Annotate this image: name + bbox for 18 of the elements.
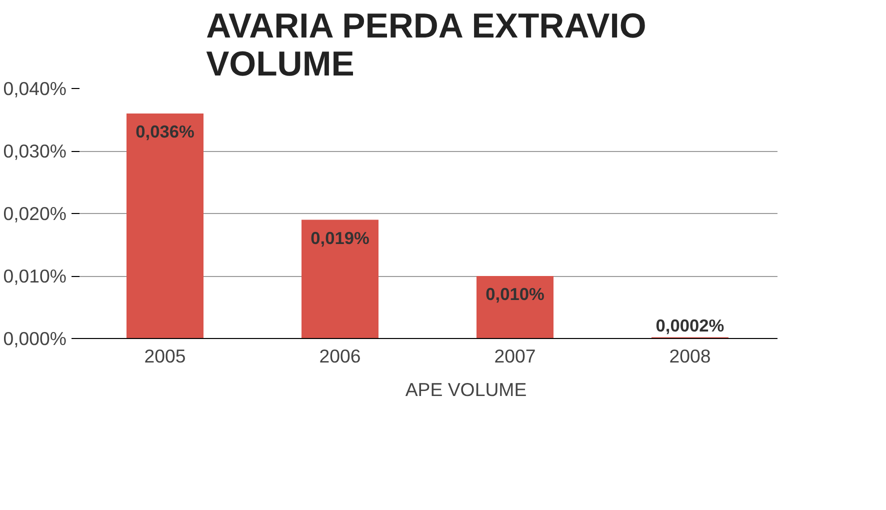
text: APE VOLUME <box>405 379 527 401</box>
x-tick-label: 2008 <box>669 346 711 366</box>
y-tick-label: 0,030% <box>3 140 67 162</box>
data-label: 0,036% <box>136 122 194 142</box>
bar <box>476 276 554 338</box>
bar <box>302 220 378 338</box>
x-tick-label: 2005 <box>144 346 186 366</box>
y-tick-label: 0,010% <box>3 266 67 286</box>
bar <box>126 114 204 338</box>
y-tick-label: 0,020% <box>3 203 67 224</box>
y-tick-label: 0,000% <box>3 328 67 349</box>
data-label: 0,0002% <box>656 315 724 336</box>
data-label: 0,010% <box>486 284 544 304</box>
y-tick-label: 0,040% <box>3 78 67 99</box>
x-tick-label: 2007 <box>494 346 536 366</box>
x-tick-label: 2006 <box>319 346 361 366</box>
data-label: 0,019% <box>310 228 370 248</box>
chart-title: AVARIA PERDA EXTRAVIO VOLUME <box>206 8 646 84</box>
